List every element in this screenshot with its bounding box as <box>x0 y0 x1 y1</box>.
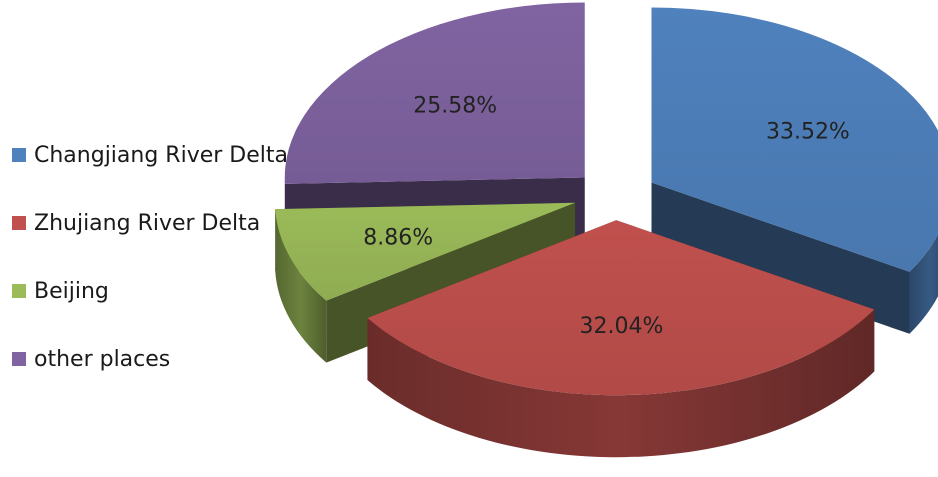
legend-label: Beijing <box>34 279 109 304</box>
slice-rim <box>367 309 875 458</box>
data-labels: 33.52% 32.04% 8.86% 25.58% <box>363 94 850 340</box>
legend-label: Changjiang River Delta <box>34 143 288 168</box>
legend-swatch <box>12 352 26 366</box>
slice-zhujiang-river-delta <box>367 220 875 458</box>
legend-swatch <box>12 284 26 298</box>
pie-slices <box>275 2 938 458</box>
slice-rim <box>275 209 327 363</box>
legend-label: Zhujiang River Delta <box>34 211 260 236</box>
legend: Changjiang River Delta Zhujiang River Del… <box>12 143 288 372</box>
slice-side-face <box>651 182 910 334</box>
legend-item-zhujiang-river-delta: Zhujiang River Delta <box>12 211 260 236</box>
legend-swatch <box>12 216 26 230</box>
slice-top-face <box>367 220 875 396</box>
legend-item-changjiang-river-delta: Changjiang River Delta <box>12 143 288 168</box>
legend-item-beijing: Beijing <box>12 279 109 304</box>
data-label-other-places: 25.58% <box>413 94 497 119</box>
legend-swatch <box>12 148 26 162</box>
data-label-changjiang-river-delta: 33.52% <box>766 120 850 145</box>
legend-item-other-places: other places <box>12 347 170 372</box>
slice-top-face <box>651 7 938 272</box>
slice-top-face <box>284 2 585 184</box>
data-label-zhujiang-river-delta: 32.04% <box>579 314 663 339</box>
data-label-beijing: 8.86% <box>363 225 433 250</box>
slice-rim <box>909 234 938 334</box>
legend-label: other places <box>34 347 170 372</box>
slice-top-face <box>275 202 576 301</box>
slice-changjiang-river-delta <box>651 7 938 334</box>
